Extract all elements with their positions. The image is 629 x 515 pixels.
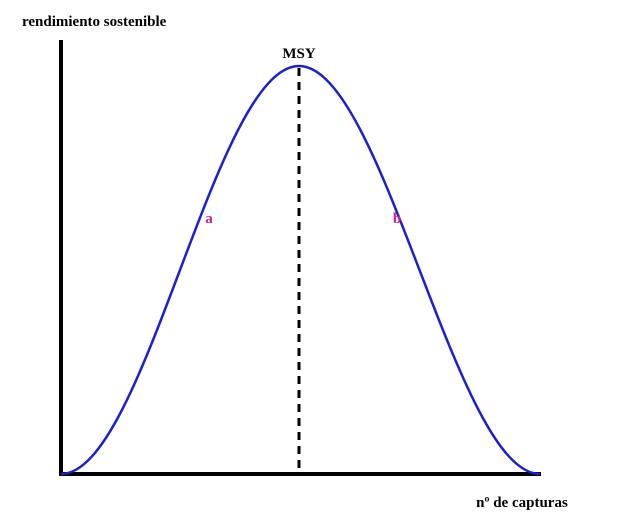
annotation: a [205, 211, 213, 227]
annotation: b [393, 211, 401, 227]
x-axis-label: nº de capturas [476, 495, 568, 511]
peak-label: MSY [282, 46, 316, 62]
yield-curve [60, 64, 541, 476]
y-axis-label: rendimiento sostenible [22, 14, 167, 30]
